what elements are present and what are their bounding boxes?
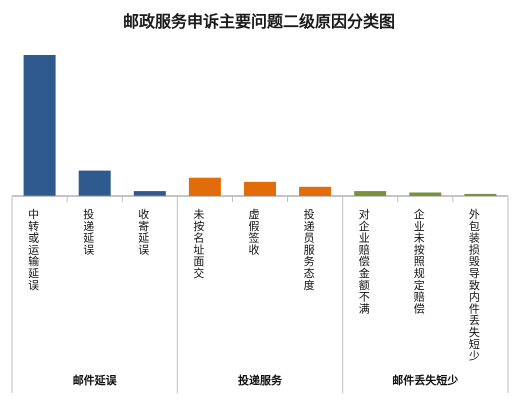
bar-1 xyxy=(23,55,56,196)
bars-layer xyxy=(23,55,497,196)
bar-5 xyxy=(244,181,276,196)
category-label-6: 投递员服务态度 xyxy=(304,207,315,292)
bar-7 xyxy=(354,191,387,196)
category-label-4: 未按名址面交 xyxy=(193,208,204,280)
category-label-5: 虚假签收 xyxy=(249,208,260,256)
bar-8 xyxy=(409,192,442,196)
bar-9 xyxy=(464,193,497,196)
category-label-2: 投递延误 xyxy=(83,207,94,256)
group-label-3: 邮件丢失短少 xyxy=(392,373,458,387)
chart-title: 邮政服务申诉主要问题二级原因分类图 xyxy=(122,12,395,31)
category-label-1: 中转或运输延误 xyxy=(28,208,39,292)
bar-4 xyxy=(188,177,221,196)
group-label-1: 邮件延误 xyxy=(73,373,118,387)
bar-6 xyxy=(299,186,332,196)
category-label-7: 对企业赔偿金额不满 xyxy=(359,207,370,315)
category-label-3: 收寄延误 xyxy=(138,207,149,256)
bar-3 xyxy=(133,191,166,196)
bar-2 xyxy=(78,170,111,196)
axes-layer xyxy=(11,195,509,393)
category-label-9: 外包装损毁导致内件丢失短少 xyxy=(469,208,480,363)
group-label-2: 投递服务 xyxy=(238,373,283,387)
category-label-8: 企业未按照规定赔偿 xyxy=(414,207,425,315)
